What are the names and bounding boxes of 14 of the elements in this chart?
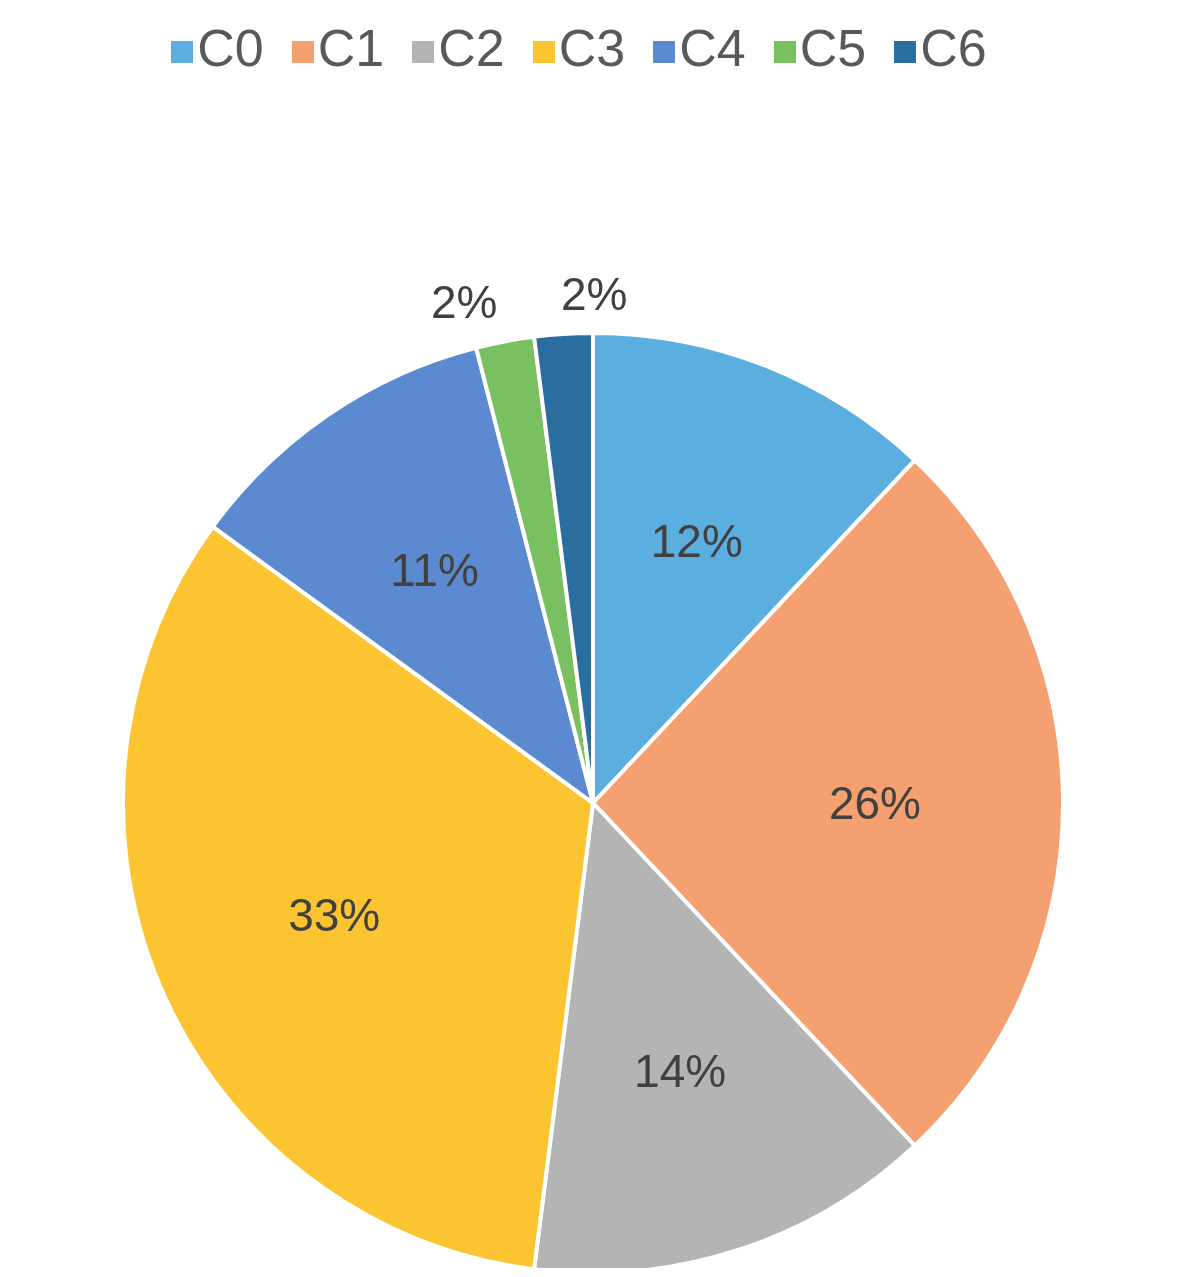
data-label: 11% xyxy=(390,543,479,596)
legend-label: C6 xyxy=(920,19,987,77)
data-label: 12% xyxy=(650,514,743,567)
data-label: 33% xyxy=(288,889,381,941)
legend-label: C3 xyxy=(558,19,626,77)
data-label: 2% xyxy=(560,268,628,321)
legend-label: C4 xyxy=(679,19,746,77)
data-label: 2% xyxy=(430,276,498,329)
data-label: 26% xyxy=(828,777,922,829)
legend-label: C2 xyxy=(438,19,505,77)
legend-label: C0 xyxy=(197,19,264,77)
legend-label: C1 xyxy=(317,19,385,77)
data-label: 14% xyxy=(634,1045,727,1098)
legend-label: C5 xyxy=(799,19,867,77)
